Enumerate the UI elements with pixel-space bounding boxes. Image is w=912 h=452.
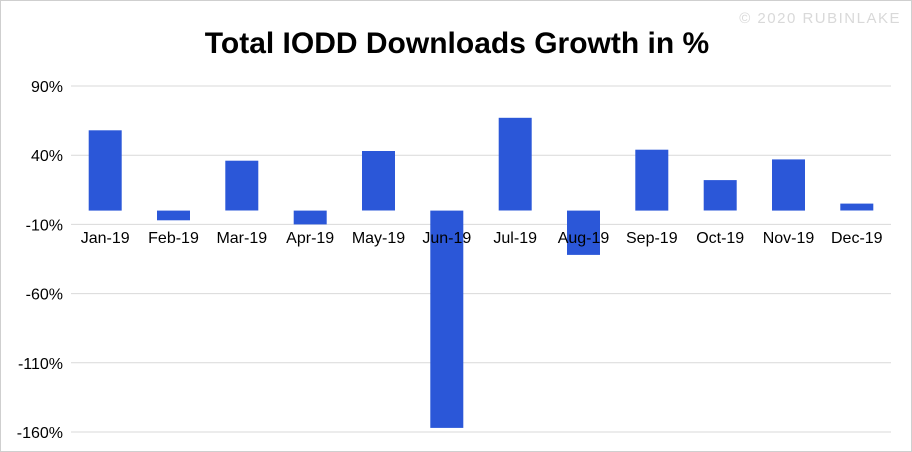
x-tick-label: Jun-19 <box>422 230 471 247</box>
x-tick-label: Mar-19 <box>216 230 267 247</box>
bar-mar-19 <box>225 160 259 211</box>
y-tick-label: -60% <box>26 287 63 304</box>
x-tick-label: Nov-19 <box>763 230 815 247</box>
x-tick-label: Apr-19 <box>286 230 334 247</box>
bar-apr-19 <box>293 210 327 225</box>
y-tick-label: 90% <box>31 79 63 96</box>
y-tick-label: -160% <box>17 425 63 442</box>
x-tick-label: Aug-19 <box>558 230 610 247</box>
bar-sep-19 <box>635 149 669 211</box>
y-axis-tick-labels: 90% 40% -10% -60% -110% -160% <box>17 79 63 442</box>
bar-aug-19 <box>567 210 600 255</box>
gridlines <box>71 85 891 433</box>
x-tick-label: Feb-19 <box>148 230 199 247</box>
x-tick-label: Oct-19 <box>696 230 744 247</box>
x-tick-label: Sep-19 <box>626 230 678 247</box>
bar-oct-19 <box>703 180 737 211</box>
y-tick-label: 40% <box>31 148 63 165</box>
copyright-watermark: © 2020 RUBINLAKE <box>739 10 901 27</box>
x-axis-tick-labels: Jan-19 Feb-19 Mar-19 Apr-19 May-19 Jun-19 Jul-… <box>81 230 883 247</box>
bar-feb-19 <box>157 210 190 221</box>
x-tick-label: Dec-19 <box>831 230 883 247</box>
bar-jul-19 <box>498 117 532 211</box>
bar-jun-19 <box>430 210 464 428</box>
bar-may-19 <box>362 151 395 211</box>
y-tick-label: -110% <box>18 356 63 373</box>
x-tick-label: Jan-19 <box>81 230 130 247</box>
bar-nov-19 <box>772 159 805 211</box>
bars <box>88 117 874 428</box>
x-tick-label: May-19 <box>352 230 405 247</box>
x-tick-label: Jul-19 <box>493 230 537 247</box>
bar-jan-19 <box>88 130 122 211</box>
y-tick-label: -10% <box>26 217 63 234</box>
chart-title: Total IODD Downloads Growth in % <box>205 27 709 60</box>
bar-dec-19 <box>840 203 874 211</box>
